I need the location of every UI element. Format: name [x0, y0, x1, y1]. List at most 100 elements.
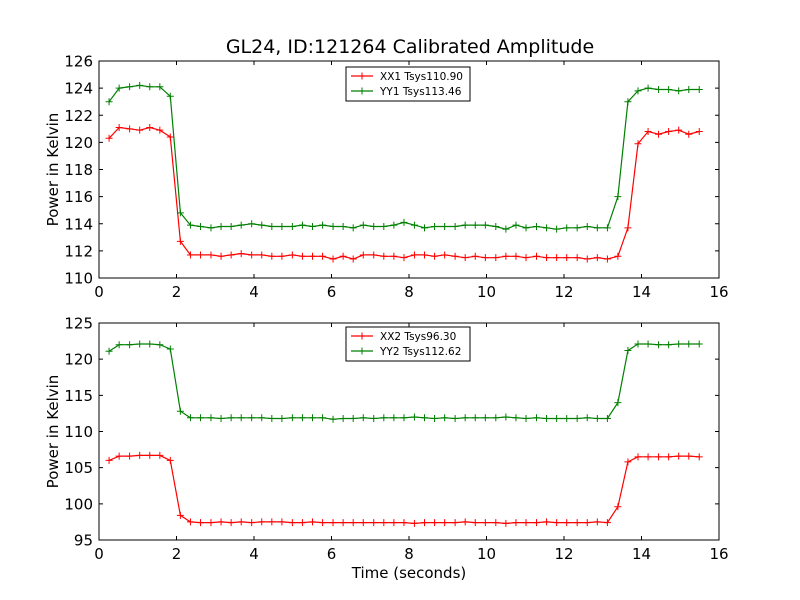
data-point — [451, 414, 459, 422]
data-point — [146, 451, 154, 459]
data-point — [298, 221, 306, 229]
data-point — [532, 252, 540, 260]
y-tick-label: 126 — [64, 53, 93, 71]
y-axis-label: Power in Kelvin — [44, 375, 62, 489]
data-point — [380, 519, 388, 527]
legend-entry: XX1 Tsys110.90 — [380, 71, 463, 83]
data-point — [461, 221, 469, 229]
data-point — [298, 414, 306, 422]
data-point — [197, 222, 205, 230]
data-point — [410, 221, 418, 229]
data-point — [451, 222, 459, 230]
data-point — [278, 518, 286, 526]
data-point — [309, 222, 317, 230]
data-point — [583, 255, 591, 263]
data-point — [675, 126, 683, 134]
data-point — [227, 251, 235, 259]
data-point — [481, 519, 489, 527]
data-point — [207, 224, 215, 232]
data-point — [593, 414, 601, 422]
x-tick-label: 12 — [554, 545, 573, 563]
data-point — [207, 519, 215, 527]
data-point — [197, 414, 205, 422]
data-point — [461, 414, 469, 422]
y-tick-label: 110 — [64, 423, 93, 441]
data-point — [655, 130, 663, 138]
data-point — [614, 399, 622, 407]
data-point — [319, 414, 327, 422]
data-point — [522, 224, 530, 232]
data-point — [431, 414, 439, 422]
data-point — [421, 224, 428, 232]
data-point — [634, 340, 642, 348]
data-point — [492, 254, 500, 262]
data-point — [593, 224, 601, 232]
data-point — [156, 83, 164, 91]
legend-box — [345, 326, 471, 362]
data-point — [675, 452, 683, 460]
y-tick-label: 114 — [64, 215, 93, 233]
data-point — [186, 251, 194, 259]
x-tick-label: 4 — [249, 283, 259, 301]
y-tick-label: 110 — [64, 270, 93, 288]
data-point — [278, 414, 286, 422]
data-point — [319, 252, 327, 260]
data-point — [543, 518, 551, 526]
x-tick-label: 0 — [94, 545, 104, 563]
data-point — [603, 255, 611, 263]
data-point — [532, 414, 540, 422]
data-point — [400, 254, 408, 262]
data-point — [441, 251, 449, 259]
data-point — [390, 221, 398, 229]
data-point — [644, 340, 652, 348]
data-point — [156, 451, 164, 459]
data-point — [136, 451, 144, 459]
data-point — [258, 518, 266, 526]
data-point — [502, 519, 510, 527]
data-point — [136, 340, 144, 348]
y-tick-label: 95 — [74, 532, 93, 550]
data-point — [237, 414, 245, 422]
data-point — [502, 252, 510, 260]
data-point — [319, 519, 327, 527]
data-point — [644, 84, 652, 92]
data-point — [461, 518, 469, 526]
data-point — [624, 346, 632, 354]
data-point — [614, 252, 622, 260]
series-line-1-0 — [108, 454, 700, 525]
data-point — [207, 414, 215, 422]
data-point — [563, 414, 571, 422]
data-point — [512, 414, 520, 422]
data-point — [288, 519, 296, 527]
data-point — [471, 252, 479, 260]
data-point — [359, 519, 367, 527]
data-point — [400, 519, 408, 527]
y-tick-label: 124 — [64, 80, 93, 98]
data-point — [115, 341, 123, 349]
x-tick-label: 10 — [477, 283, 496, 301]
data-point — [481, 221, 489, 229]
data-point — [665, 128, 673, 136]
series-line-0-1 — [108, 84, 700, 230]
data-point — [217, 222, 225, 230]
data-point — [624, 458, 632, 466]
data-point — [695, 453, 703, 461]
legend-marker — [358, 72, 366, 80]
data-point — [126, 83, 134, 91]
data-point — [421, 251, 428, 259]
data-point — [512, 252, 520, 260]
data-point — [543, 224, 551, 232]
data-point — [339, 414, 347, 422]
legend-marker — [358, 332, 366, 340]
data-point — [207, 251, 215, 259]
data-point — [136, 126, 144, 134]
data-point — [237, 518, 245, 526]
data-point — [126, 125, 134, 133]
data-point — [583, 414, 591, 422]
data-point — [695, 340, 703, 348]
data-point — [227, 414, 235, 422]
data-point — [197, 519, 205, 527]
legend-entry: YY1 Tsys113.46 — [379, 86, 462, 98]
y-tick-label: 115 — [64, 387, 93, 405]
